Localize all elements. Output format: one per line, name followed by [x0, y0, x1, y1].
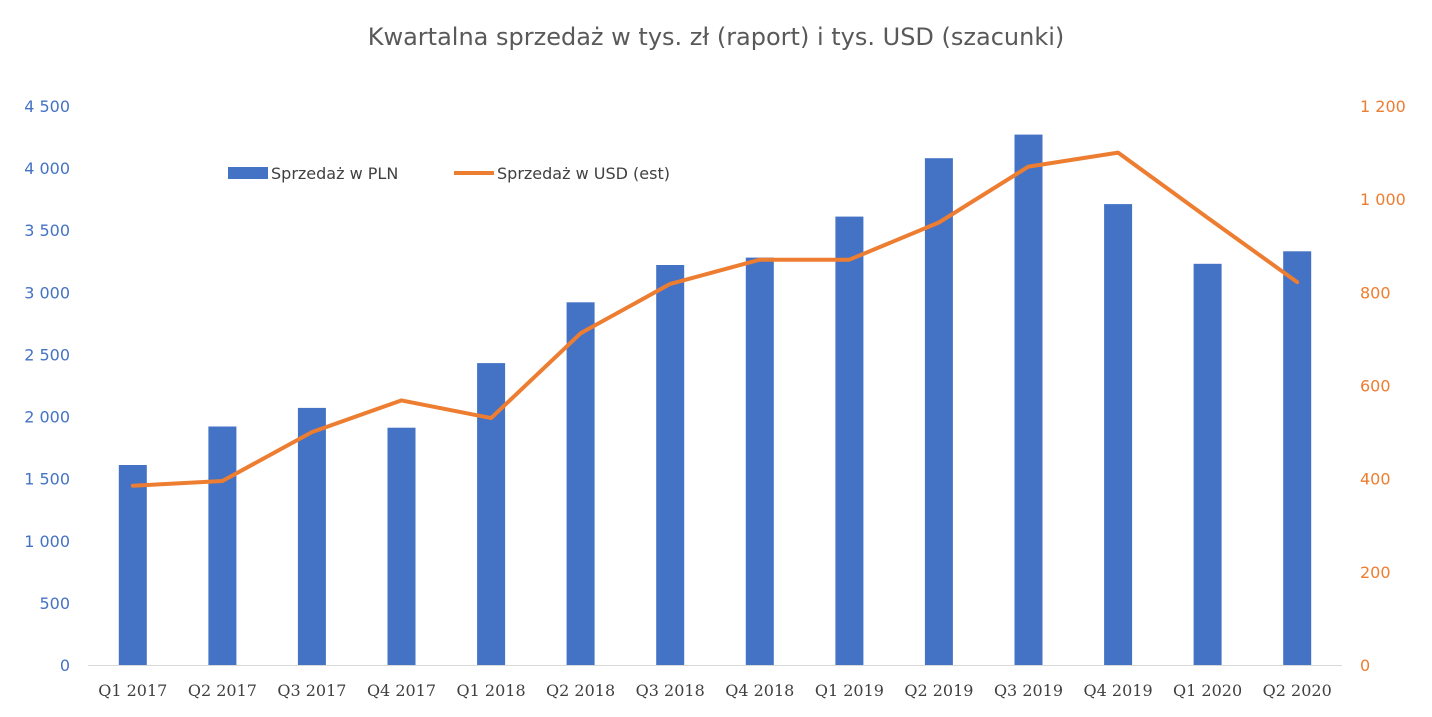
y-right-tick-label: 200 — [1360, 563, 1391, 582]
y-axis-right: 0 200 400 600 800 1 000 1 200 — [1360, 97, 1406, 675]
bar-q2-2019 — [924, 158, 953, 665]
y-left-tick-label: 4 500 — [24, 97, 70, 116]
legend: Sprzedaż w PLN Sprzedaż w USD (est) — [228, 164, 670, 183]
x-tick-label: Q1 2017 — [98, 681, 167, 700]
y-left-tick-label: 1 500 — [24, 470, 70, 489]
y-left-tick-label: 0 — [60, 656, 70, 675]
x-tick-label: Q2 2020 — [1263, 681, 1332, 700]
y-left-tick-label: 2 500 — [24, 345, 70, 364]
bar-q3-2019 — [1014, 134, 1043, 666]
x-tick-label: Q4 2019 — [1084, 681, 1153, 700]
y-right-tick-label: 1 200 — [1360, 97, 1406, 116]
bar-q4-2017 — [387, 427, 416, 665]
bar-q2-2017 — [208, 426, 237, 665]
x-tick-label: Q2 2017 — [188, 681, 257, 700]
y-right-tick-label: 0 — [1360, 656, 1370, 675]
legend-label-pln: Sprzedaż w PLN — [271, 164, 398, 183]
x-tick-label: Q4 2018 — [725, 681, 794, 700]
bar-q1-2018 — [477, 363, 506, 665]
x-tick-label: Q3 2018 — [636, 681, 705, 700]
x-tick-label: Q1 2018 — [457, 681, 526, 700]
x-tick-label: Q3 2017 — [277, 681, 346, 700]
legend-label-usd: Sprzedaż w USD (est) — [497, 164, 670, 183]
usd-line — [130, 150, 1300, 488]
y-right-tick-label: 600 — [1360, 377, 1391, 396]
x-tick-label: Q1 2019 — [815, 681, 884, 700]
x-axis: Q1 2017 Q2 2017 Q3 2017 Q4 2017 Q1 2018 Q2 20… — [98, 681, 1332, 700]
y-left-tick-label: 2 000 — [24, 408, 70, 427]
y-left-tick-label: 500 — [39, 594, 70, 613]
bar-q3-2018 — [656, 265, 685, 665]
legend-swatch-pln — [228, 167, 268, 179]
chart-title: Kwartalna sprzedaż w tys. zł (raport) i … — [368, 23, 1065, 51]
y-right-tick-label: 800 — [1360, 283, 1391, 302]
line-series — [130, 150, 1300, 488]
y-left-tick-label: 3 500 — [24, 221, 70, 240]
x-tick-label: Q1 2020 — [1173, 681, 1242, 700]
y-right-tick-label: 400 — [1360, 470, 1391, 489]
y-axis-left: 0 500 1 000 1 500 2 000 2 500 3 000 3 500 4 000 4… — [24, 97, 70, 675]
y-right-tick-label: 1 000 — [1360, 190, 1406, 209]
bar-q1-2017 — [118, 465, 147, 665]
bar-q4-2018 — [745, 257, 774, 665]
x-tick-label: Q2 2019 — [904, 681, 973, 700]
y-left-tick-label: 1 000 — [24, 532, 70, 551]
x-tick-label: Q3 2019 — [994, 681, 1063, 700]
bar-q1-2020 — [1193, 263, 1222, 665]
y-left-tick-label: 4 000 — [24, 159, 70, 178]
bar-q4-2019 — [1104, 204, 1133, 665]
bar-q3-2017 — [297, 407, 326, 665]
x-tick-label: Q2 2018 — [546, 681, 615, 700]
bar-series — [118, 134, 1312, 666]
bar-q2-2020 — [1283, 251, 1312, 666]
x-tick-label: Q4 2017 — [367, 681, 436, 700]
bar-q1-2019 — [835, 216, 864, 665]
bar-q2-2018 — [566, 302, 595, 665]
y-left-tick-label: 3 000 — [24, 283, 70, 302]
